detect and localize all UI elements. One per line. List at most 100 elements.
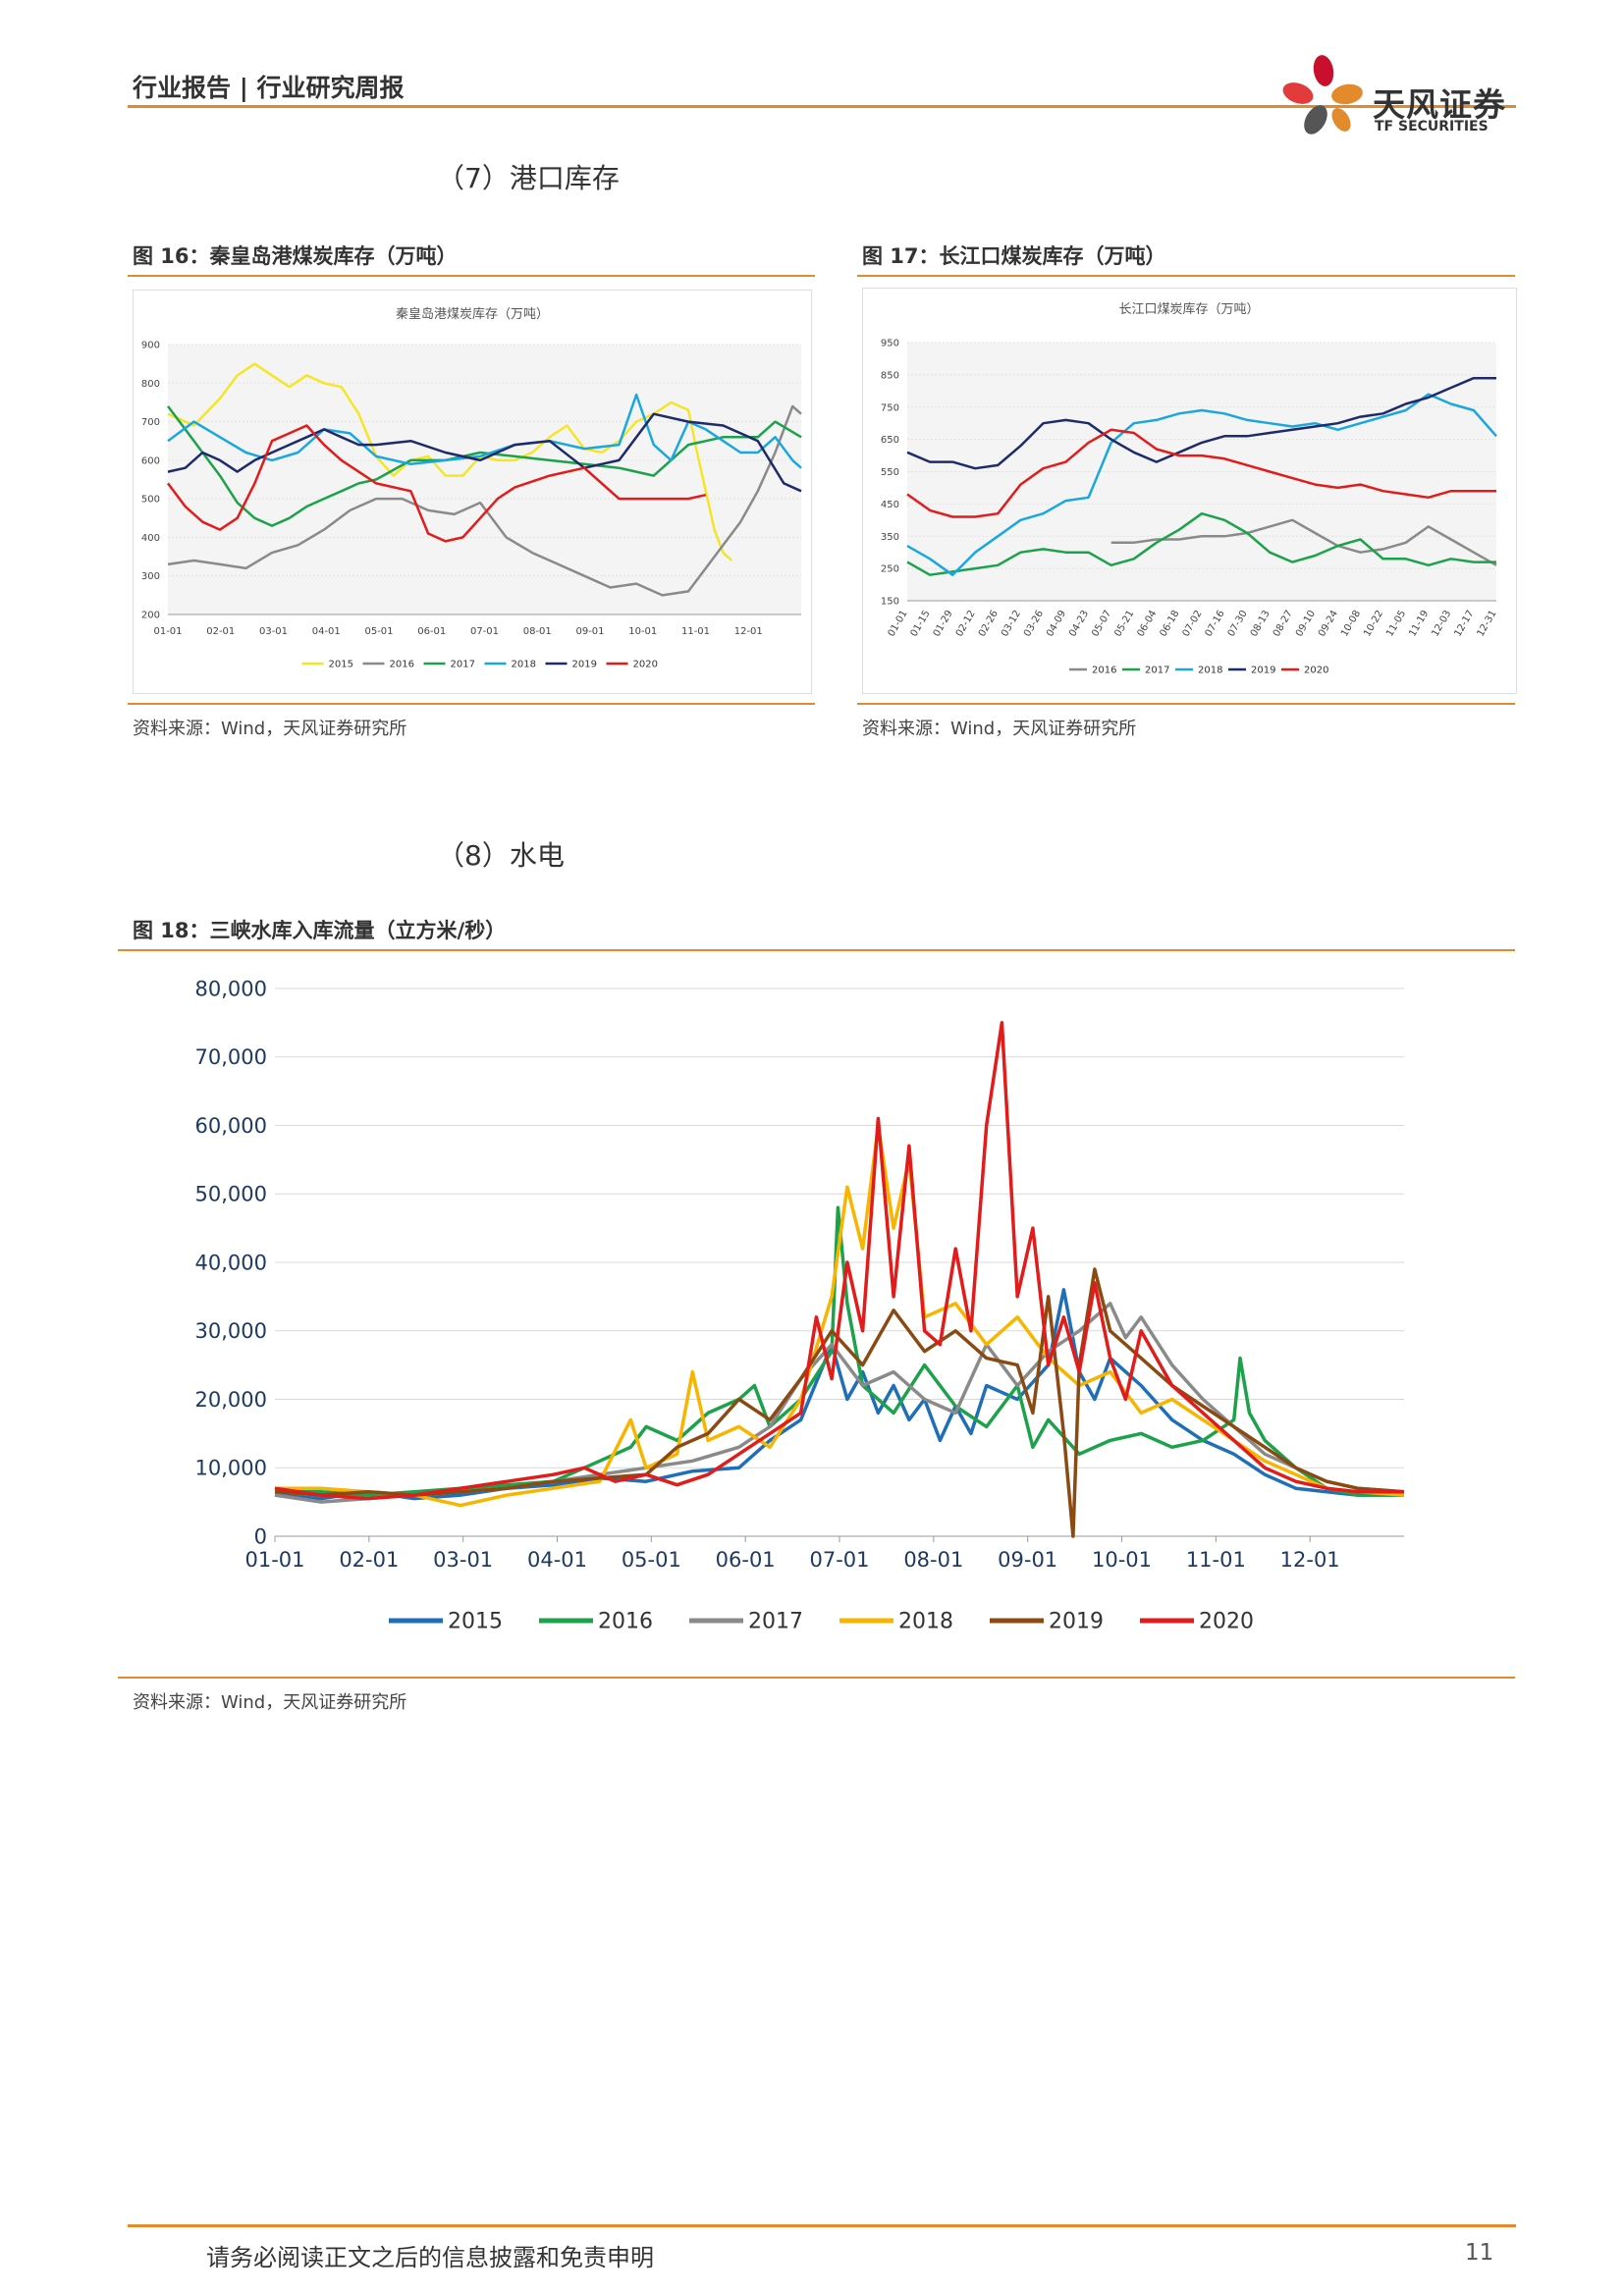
figure-17-chart-frame: 长江口煤炭库存（万吨） 150 250 350 450 550 650 750 850 950 0… bbox=[862, 288, 1517, 694]
x-tick-label: 10-01 bbox=[628, 626, 657, 637]
y-tick-label: 70,000 bbox=[195, 1045, 267, 1069]
legend-label: 2015 bbox=[329, 660, 353, 670]
x-tick-label: 12-01 bbox=[1280, 1548, 1340, 1572]
figure-17-title: 图 17：长江口煤炭库存（万吨） bbox=[862, 244, 1166, 268]
figure-18-title: 图 18：三峡水库入库流量（立方米/秒） bbox=[133, 919, 507, 942]
footer-rule bbox=[128, 2224, 1516, 2227]
y-tick-label: 250 bbox=[881, 564, 899, 575]
x-tick-label: 01-01 bbox=[153, 626, 182, 637]
x-tick-label: 06-01 bbox=[716, 1548, 776, 1572]
y-tick-label: 800 bbox=[141, 379, 160, 390]
x-tick-label: 08-01 bbox=[903, 1548, 963, 1572]
x-tick-label: 01-15 bbox=[909, 609, 933, 639]
y-tick-label: 20,000 bbox=[195, 1388, 267, 1412]
x-tick-label: 11-05 bbox=[1384, 609, 1408, 639]
x-tick-label: 10-22 bbox=[1362, 609, 1385, 639]
section-heading-port-inventory: （7）港口库存 bbox=[437, 162, 620, 194]
y-tick-label: 900 bbox=[141, 341, 160, 351]
y-tick-label: 50,000 bbox=[195, 1183, 267, 1206]
x-tick-label: 11-01 bbox=[681, 626, 710, 637]
logo-english-text: TF SECURITIES bbox=[1375, 119, 1489, 134]
x-tick-label: 04-01 bbox=[312, 626, 341, 637]
x-tick-label: 01-01 bbox=[887, 609, 910, 639]
chart-title: 长江口煤炭库存（万吨） bbox=[1118, 301, 1259, 317]
figure-18-chart-frame: 0 10,000 20,000 30,000 40,000 50,000 60,000 70,… bbox=[137, 957, 1512, 1644]
x-tick-label: 08-13 bbox=[1249, 609, 1272, 639]
x-tick-label: 04-01 bbox=[527, 1548, 587, 1572]
series-line-2017 bbox=[906, 511, 1496, 576]
x-tick-label: 09-01 bbox=[998, 1548, 1057, 1572]
x-tick-label: 11-19 bbox=[1407, 609, 1431, 639]
y-tick-label: 60,000 bbox=[195, 1114, 267, 1138]
y-tick-label: 400 bbox=[141, 533, 160, 544]
y-tick-label: 450 bbox=[881, 500, 899, 510]
x-tick-label: 08-27 bbox=[1272, 609, 1295, 639]
figure-16-bottom-rule bbox=[128, 703, 815, 705]
y-tick-label: 500 bbox=[141, 495, 160, 506]
x-tick-label: 12-03 bbox=[1430, 609, 1453, 639]
x-tick-label: 11-01 bbox=[1186, 1548, 1246, 1572]
series-line-2016 bbox=[1110, 518, 1497, 566]
x-tick-label: 12-31 bbox=[1476, 609, 1499, 639]
x-tick-label: 08-01 bbox=[523, 626, 552, 637]
x-tick-label: 05-07 bbox=[1090, 609, 1113, 639]
x-tick-label: 05-21 bbox=[1112, 609, 1136, 639]
x-tick-label: 10-08 bbox=[1339, 609, 1363, 639]
y-tick-label: 150 bbox=[881, 597, 899, 608]
x-tick-label: 07-30 bbox=[1226, 609, 1250, 639]
legend-label: 2020 bbox=[1199, 1610, 1254, 1634]
series-line-2019 bbox=[167, 412, 802, 493]
series-line-2020 bbox=[166, 424, 707, 543]
legend-label: 2019 bbox=[572, 660, 597, 670]
x-tick-label: 05-01 bbox=[622, 1548, 681, 1572]
x-tick-label: 09-24 bbox=[1317, 609, 1340, 639]
series-line-2020 bbox=[274, 1021, 1404, 1501]
header-rule bbox=[128, 105, 1516, 108]
x-tick-label: 07-02 bbox=[1181, 609, 1205, 639]
legend-label: 2018 bbox=[1198, 666, 1222, 676]
y-tick-label: 200 bbox=[141, 611, 160, 621]
legend-label: 2016 bbox=[390, 660, 414, 670]
series-line-2018 bbox=[906, 393, 1497, 576]
x-tick-label: 01-01 bbox=[244, 1548, 304, 1572]
y-tick-label: 750 bbox=[881, 402, 899, 413]
y-tick-label: 300 bbox=[141, 571, 160, 582]
section-heading-hydropower: （8）水电 bbox=[437, 839, 565, 872]
x-tick-label: 12-17 bbox=[1452, 609, 1476, 639]
figure-17-source: 资料来源：Wind，天风证券研究所 bbox=[862, 719, 1137, 739]
x-tick-label: 03-26 bbox=[1022, 609, 1046, 639]
y-tick-label: 700 bbox=[141, 417, 160, 428]
figure-16-chart-frame: 秦皇岛港煤炭库存（万吨） 200 300 400 500 600 700 800 900 01-… bbox=[133, 290, 812, 694]
y-tick-label: 550 bbox=[881, 467, 899, 478]
x-tick-label: 09-10 bbox=[1294, 609, 1318, 639]
x-tick-label: 03-01 bbox=[259, 626, 288, 637]
figure-17-top-rule bbox=[857, 275, 1515, 277]
x-tick-label: 09-01 bbox=[575, 626, 604, 637]
series-line-2019 bbox=[906, 376, 1496, 470]
three-gorges-inflow-chart: 0 10,000 20,000 30,000 40,000 50,000 60,000 70,… bbox=[195, 977, 1405, 1634]
figure-17-bottom-rule bbox=[857, 703, 1515, 705]
y-tick-label: 0 bbox=[254, 1524, 267, 1548]
legend-label: 2020 bbox=[1304, 666, 1328, 676]
x-tick-label: 07-16 bbox=[1204, 609, 1227, 639]
legend-label: 2017 bbox=[1145, 666, 1169, 676]
x-tick-label: 06-04 bbox=[1135, 609, 1159, 639]
legend-label: 2020 bbox=[633, 660, 658, 670]
y-tick-label: 10,000 bbox=[195, 1457, 267, 1480]
legend-label: 2019 bbox=[1251, 666, 1275, 676]
page-number: 11 bbox=[1465, 2240, 1494, 2266]
y-tick-label: 80,000 bbox=[195, 977, 267, 1000]
legend-label: 2018 bbox=[898, 1610, 953, 1634]
y-tick-label: 850 bbox=[881, 370, 899, 381]
legend-label: 2019 bbox=[1049, 1610, 1104, 1634]
chart-title: 秦皇岛港煤炭库存（万吨） bbox=[396, 306, 549, 322]
x-tick-label: 05-01 bbox=[364, 626, 393, 637]
figure-16-top-rule bbox=[128, 275, 815, 277]
y-tick-label: 30,000 bbox=[195, 1319, 267, 1343]
x-tick-label: 12-01 bbox=[734, 626, 763, 637]
figure-18-top-rule bbox=[118, 949, 1515, 951]
x-tick-label: 02-01 bbox=[339, 1548, 399, 1572]
company-logo: 天风证券 TF SECURITIES bbox=[1276, 49, 1522, 147]
x-tick-label: 06-01 bbox=[417, 626, 446, 637]
figure-16-title: 图 16：秦皇岛港煤炭库存（万吨） bbox=[133, 244, 458, 268]
